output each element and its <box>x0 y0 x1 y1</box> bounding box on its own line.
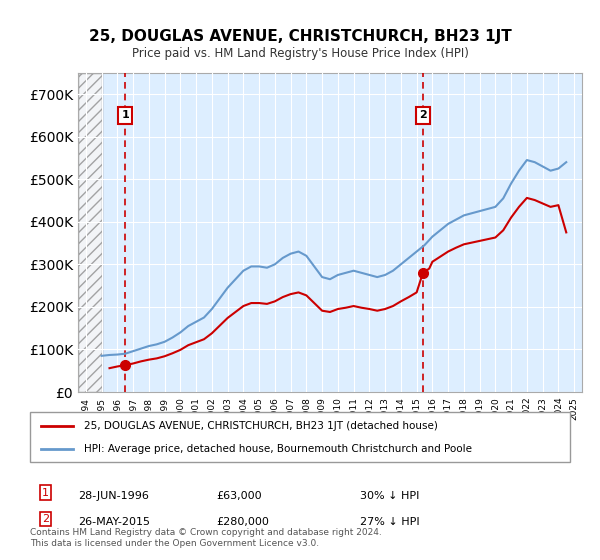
Text: Price paid vs. HM Land Registry's House Price Index (HPI): Price paid vs. HM Land Registry's House … <box>131 46 469 60</box>
Text: 1: 1 <box>42 488 49 498</box>
Text: £63,000: £63,000 <box>216 491 262 501</box>
Text: Contains HM Land Registry data © Crown copyright and database right 2024.
This d: Contains HM Land Registry data © Crown c… <box>30 528 382 548</box>
Text: 2: 2 <box>419 110 427 120</box>
Text: 30% ↓ HPI: 30% ↓ HPI <box>360 491 419 501</box>
Text: 1: 1 <box>121 110 129 120</box>
Text: 25, DOUGLAS AVENUE, CHRISTCHURCH, BH23 1JT (detached house): 25, DOUGLAS AVENUE, CHRISTCHURCH, BH23 1… <box>84 421 438 431</box>
Text: HPI: Average price, detached house, Bournemouth Christchurch and Poole: HPI: Average price, detached house, Bour… <box>84 445 472 454</box>
Text: £280,000: £280,000 <box>216 517 269 527</box>
Bar <box>78 73 101 392</box>
Bar <box>78 73 101 392</box>
Text: 25, DOUGLAS AVENUE, CHRISTCHURCH, BH23 1JT: 25, DOUGLAS AVENUE, CHRISTCHURCH, BH23 1… <box>89 29 511 44</box>
FancyBboxPatch shape <box>30 412 570 462</box>
Text: 28-JUN-1996: 28-JUN-1996 <box>78 491 149 501</box>
Text: 27% ↓ HPI: 27% ↓ HPI <box>360 517 419 527</box>
Text: 26-MAY-2015: 26-MAY-2015 <box>78 517 150 527</box>
Text: 2: 2 <box>42 514 49 524</box>
